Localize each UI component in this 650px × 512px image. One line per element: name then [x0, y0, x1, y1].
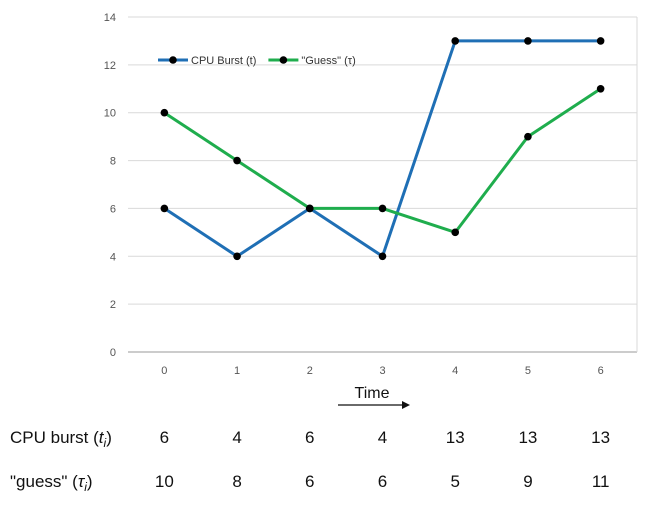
data-point [596, 84, 605, 93]
data-point [378, 252, 387, 261]
table-cell: 4 [232, 428, 242, 447]
y-tick-label: 2 [110, 299, 116, 311]
y-tick-label: 6 [110, 203, 116, 215]
legend: CPU Burst (t) "Guess" (τ) [158, 55, 356, 67]
y-tick-label: 10 [104, 108, 116, 120]
data-point [160, 108, 169, 117]
table-cell: 8 [232, 472, 242, 491]
legend-label: "Guess" (τ) [301, 55, 355, 67]
table-cell: 13 [518, 428, 538, 447]
table-cell: 6 [305, 472, 315, 491]
time-arrow-head [402, 401, 410, 409]
series-line-0 [163, 39, 601, 258]
table-cell: 9 [523, 472, 533, 491]
table-cell: 4 [377, 428, 388, 447]
x-tick-label: 1 [234, 365, 240, 377]
table-cell: 5 [450, 472, 460, 491]
x-tick-label: 3 [379, 365, 385, 377]
row-label-text: "guess" ( [10, 472, 78, 491]
table-cell: 6 [159, 428, 170, 447]
data-point [233, 252, 241, 261]
series-group [160, 37, 605, 261]
legend-label: CPU Burst (t) [191, 55, 256, 67]
data-point [451, 37, 460, 45]
y-tick-label: 4 [110, 251, 116, 263]
x-axis-ticks: 0 1 2 3 4 5 6 [161, 365, 603, 377]
legend-marker [279, 56, 288, 64]
table-cell: 13 [591, 428, 611, 447]
legend-marker [169, 56, 177, 64]
y-tick-label: 14 [104, 12, 116, 24]
row-label-symbol: t [98, 428, 104, 447]
y-tick-label: 8 [110, 156, 116, 168]
data-point [378, 204, 387, 213]
data-point [233, 156, 241, 165]
row-label-close: ) [106, 428, 112, 447]
data-point [305, 204, 314, 213]
table-cell: 10 [154, 472, 174, 491]
row-label-text: CPU burst ( [10, 428, 99, 447]
data-point [524, 132, 532, 141]
data-point [451, 228, 460, 237]
x-tick-label: 6 [598, 365, 604, 377]
y-axis-ticks: 0 2 4 6 8 10 12 14 [104, 12, 116, 359]
table-cell: 6 [305, 428, 315, 447]
row-label-subscript: i [84, 480, 87, 494]
table-row-label: CPU burst (ti) [10, 428, 112, 450]
table-cell: 6 [377, 472, 388, 491]
y-tick-label: 12 [104, 60, 116, 72]
x-tick-label: 5 [525, 365, 531, 377]
x-tick-label: 2 [307, 365, 313, 377]
row-label-subscript: i [103, 436, 107, 450]
row-label-symbol: τ [77, 472, 85, 491]
x-tick-label: 4 [452, 365, 458, 377]
grid-lines [128, 16, 638, 353]
table-cell: 11 [591, 472, 610, 491]
data-point [596, 37, 605, 45]
y-tick-label: 0 [110, 347, 116, 359]
data-point [524, 37, 532, 45]
row-label-close: ) [86, 472, 93, 491]
data-point [160, 204, 169, 213]
x-tick-label: 0 [161, 365, 167, 377]
table-row-label: "guess" (τi) [10, 472, 93, 494]
x-axis-label: Time [355, 385, 390, 402]
table-cell: 13 [445, 428, 465, 447]
